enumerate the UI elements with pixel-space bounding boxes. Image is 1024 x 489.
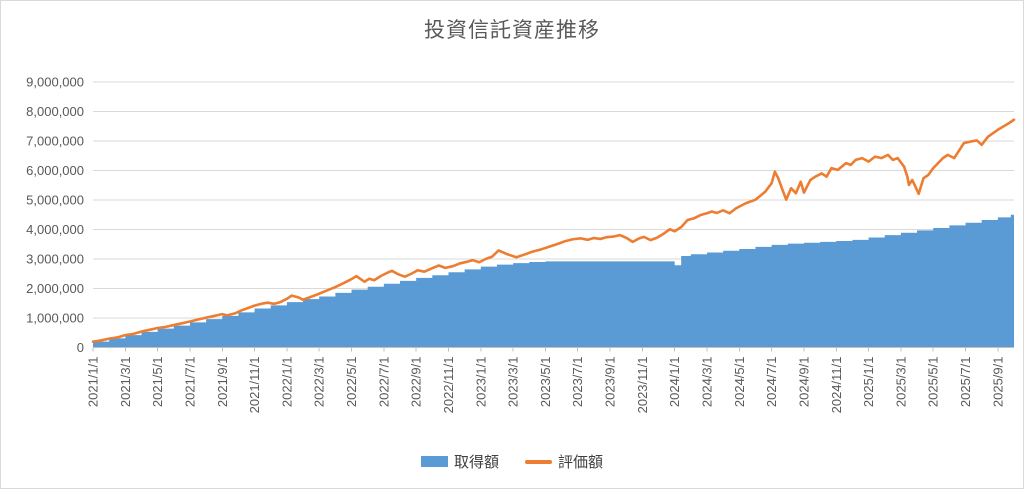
x-axis-label: 2025/5/1 (926, 357, 941, 408)
legend-label-valuation: 評価額 (558, 454, 604, 471)
x-axis-label: 2023/3/1 (506, 357, 521, 408)
y-axis-label: 7,000,000 (26, 134, 84, 149)
legend-item-valuation: 評価額 (525, 451, 603, 472)
y-axis-label: 4,000,000 (26, 222, 84, 237)
y-axis-label: 8,000,000 (26, 104, 84, 119)
x-axis-label: 2022/5/1 (344, 357, 359, 408)
y-axis-label: 3,000,000 (26, 252, 84, 267)
y-axis-label: 9,000,000 (26, 75, 84, 90)
x-axis-label: 2025/9/1 (990, 356, 1005, 407)
x-axis-label: 2022/11/1 (441, 357, 456, 414)
x-axis-label: 2022/9/1 (409, 357, 424, 408)
legend-swatch-area-icon (420, 456, 448, 467)
series-line-valuation (91, 118, 1016, 343)
x-axis-label: 2025/7/1 (958, 357, 973, 408)
x-axis-label: 2021/5/1 (150, 357, 165, 408)
legend-item-acquisition: 取得額 (420, 451, 499, 472)
x-axis-label: 2022/7/1 (376, 357, 391, 408)
x-axis-label: 2025/1/1 (861, 357, 876, 408)
x-axis-label: 2024/7/1 (764, 357, 779, 408)
x-axis-label: 2024/5/1 (732, 357, 747, 408)
x-axis-label: 2024/3/1 (700, 357, 715, 408)
gridlines (93, 81, 1014, 319)
y-axis-label: 6,000,000 (26, 163, 84, 178)
chart-title: 投資信託資産推移 (424, 19, 600, 42)
x-axis-label: 2021/11/1 (247, 357, 262, 414)
x-axis-label: 2023/11/1 (635, 357, 650, 414)
y-axis-label: 1,000,000 (26, 311, 84, 326)
legend: 取得額 評価額 (1, 451, 1023, 472)
x-axis-label: 2021/7/1 (182, 357, 197, 408)
x-axis-label: 2024/9/1 (796, 357, 811, 408)
series-area-acquisition (93, 214, 1014, 348)
legend-swatch-line-icon (525, 459, 552, 464)
legend-label-acquisition: 取得額 (453, 454, 499, 471)
x-axis-label: 2023/1/1 (473, 356, 488, 407)
x-axis-label: 2022/1/1 (279, 357, 294, 408)
x-axis (92, 347, 1014, 352)
x-axis-label: 2023/9/1 (603, 357, 618, 408)
x-axis-label: 2024/11/1 (829, 357, 844, 414)
x-axis-label: 2023/5/1 (538, 357, 553, 408)
y-axis-label: 5,000,000 (26, 193, 84, 208)
x-axis-label: 2024/1/1 (667, 357, 682, 408)
x-axis-label: 2023/7/1 (570, 357, 585, 408)
y-axis-label: 0 (77, 340, 84, 355)
y-axis-label: 2,000,000 (26, 281, 84, 296)
x-axis-label: 2021/3/1 (118, 357, 133, 408)
y-axis-labels: 0 1,000,000 2,000,000 3,000,000 4,000,000 5,0… (26, 75, 84, 355)
x-axis-label: 2022/3/1 (312, 357, 327, 408)
x-axis-label: 2021/9/1 (215, 357, 230, 408)
x-axis-labels: 2021/1/1 2021/3/1 2021/5/1 2021/7/1 2021/9/1… (86, 356, 1006, 413)
x-axis-label: 2021/1/1 (86, 357, 101, 408)
x-axis-label: 2025/3/1 (893, 357, 908, 408)
